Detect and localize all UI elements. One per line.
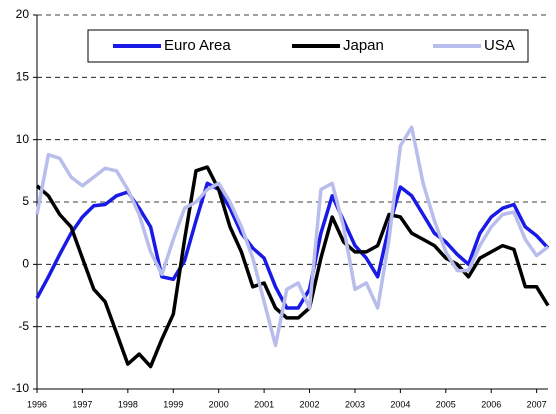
- x-tick-label: 2006: [481, 399, 501, 409]
- x-tick-label: 2003: [345, 399, 365, 409]
- legend-label: USA: [484, 37, 515, 54]
- y-tick-label: 20: [16, 7, 30, 21]
- y-tick-label: 0: [22, 257, 29, 271]
- x-tick-label: 2002: [300, 399, 320, 409]
- x-tick-label: 1998: [118, 399, 138, 409]
- y-tick-label: 5: [22, 194, 29, 208]
- x-tick-label: 2001: [254, 399, 274, 409]
- y-tick-label: 10: [16, 132, 30, 146]
- x-tick-label: 1997: [72, 399, 92, 409]
- x-tick-label: 1999: [163, 399, 183, 409]
- x-tick-label: 2000: [209, 399, 229, 409]
- x-tick-label: 2007: [527, 399, 547, 409]
- x-tick-label: 1996: [27, 399, 47, 409]
- legend-label: Euro Area: [164, 37, 231, 54]
- y-tick-label: -5: [18, 319, 29, 333]
- x-tick-label: 2004: [390, 399, 410, 409]
- series-line: [35, 125, 550, 348]
- legend-label: Japan: [343, 37, 384, 54]
- x-tick-label: 2005: [436, 399, 456, 409]
- y-tick-label: -10: [12, 381, 30, 395]
- series-line: [35, 181, 550, 310]
- y-tick-label: 15: [16, 70, 30, 84]
